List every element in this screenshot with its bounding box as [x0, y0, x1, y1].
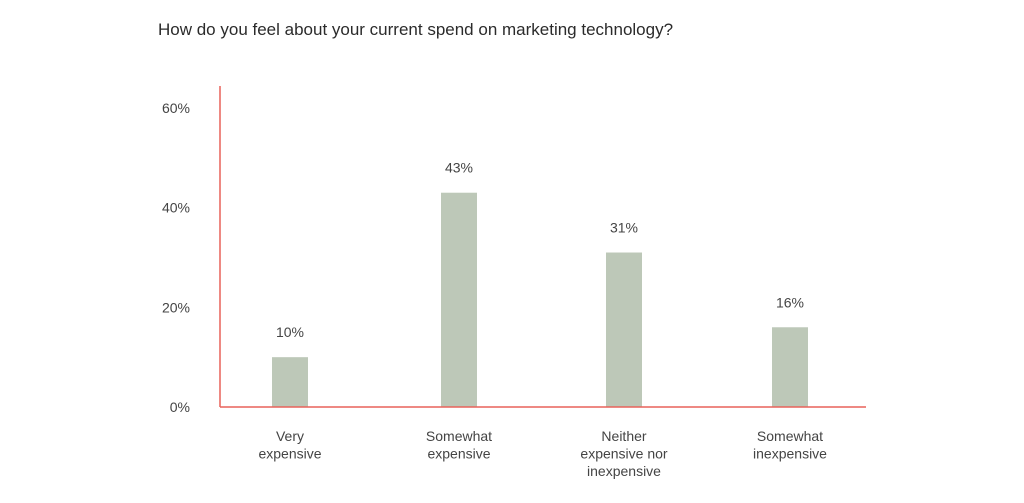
x-category-label-line: Neither [601, 428, 646, 444]
bar-value-label: 31% [610, 220, 638, 236]
bar-value-label: 43% [445, 160, 473, 176]
x-category-label-line: Very [276, 428, 304, 444]
x-category-label-line: Somewhat [426, 428, 492, 444]
y-tick-label: 40% [162, 200, 190, 216]
bar [772, 327, 808, 407]
y-tick-label: 0% [170, 399, 190, 415]
x-category-label-line: inexpensive [587, 463, 661, 479]
category-labels-layer: Very expensive Somewhat expensive Neither exp… [258, 428, 827, 479]
x-category-label: Somewhat expensive [426, 428, 492, 462]
bar-value-label: 16% [776, 294, 804, 310]
x-category-label-line: expensive [258, 446, 321, 462]
x-category-label-line: expensive [427, 446, 490, 462]
x-category-label: Neither expensive nor inexpensive [580, 428, 668, 479]
x-category-label: Very expensive [258, 428, 321, 462]
y-tick-label: 20% [162, 299, 190, 315]
bar-value-label: 10% [276, 324, 304, 340]
data-labels-layer: 10% 43% 31% 16% [276, 160, 804, 340]
x-category-label: Somewhat inexpensive [753, 428, 827, 462]
y-tick-label: 60% [162, 100, 190, 116]
bar [272, 357, 308, 407]
x-category-label-line: Somewhat [757, 428, 823, 444]
bars-layer [272, 192, 808, 407]
chart-title: How do you feel about your current spend… [158, 20, 674, 39]
bar [441, 192, 477, 407]
bar [606, 252, 642, 407]
x-category-label-line: expensive nor [580, 446, 668, 462]
y-ticks-layer: 0% 20% 40% 60% [162, 100, 190, 415]
x-category-label-line: inexpensive [753, 446, 827, 462]
